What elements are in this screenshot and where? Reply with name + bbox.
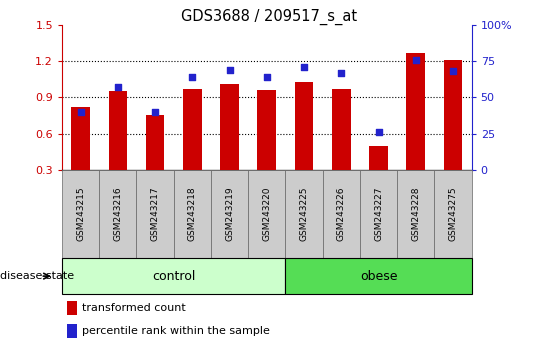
Bar <box>295 82 313 170</box>
Point <box>448 68 457 74</box>
Text: GSM243218: GSM243218 <box>188 187 197 241</box>
Point <box>77 109 85 115</box>
Point <box>262 74 271 80</box>
Bar <box>108 91 127 170</box>
Bar <box>146 115 164 170</box>
Bar <box>332 89 350 170</box>
Text: GSM243215: GSM243215 <box>76 187 85 241</box>
Bar <box>183 89 202 170</box>
Bar <box>406 53 425 170</box>
Text: control: control <box>152 270 196 282</box>
Text: GSM243228: GSM243228 <box>411 187 420 241</box>
Bar <box>71 107 90 170</box>
Bar <box>258 90 276 170</box>
Bar <box>220 84 239 170</box>
Text: GSM243216: GSM243216 <box>113 187 122 241</box>
Text: percentile rank within the sample: percentile rank within the sample <box>82 326 271 336</box>
Text: GSM243217: GSM243217 <box>150 187 160 241</box>
Point <box>411 57 420 62</box>
Point <box>300 64 308 70</box>
Point <box>114 84 122 90</box>
Bar <box>369 146 388 170</box>
Point <box>337 70 345 75</box>
Text: GSM243275: GSM243275 <box>448 187 458 241</box>
Bar <box>444 60 462 170</box>
Text: GSM243219: GSM243219 <box>225 187 234 241</box>
Text: GSM243227: GSM243227 <box>374 187 383 241</box>
Text: GDS3688 / 209517_s_at: GDS3688 / 209517_s_at <box>182 9 357 25</box>
Point <box>151 109 160 115</box>
Point <box>374 129 383 135</box>
Text: GSM243225: GSM243225 <box>300 187 308 241</box>
Point <box>188 74 197 80</box>
Text: GSM243226: GSM243226 <box>337 187 346 241</box>
Text: disease state: disease state <box>0 271 74 281</box>
Text: obese: obese <box>360 270 397 282</box>
Point <box>225 67 234 73</box>
Text: GSM243220: GSM243220 <box>262 187 271 241</box>
Text: transformed count: transformed count <box>82 303 186 313</box>
